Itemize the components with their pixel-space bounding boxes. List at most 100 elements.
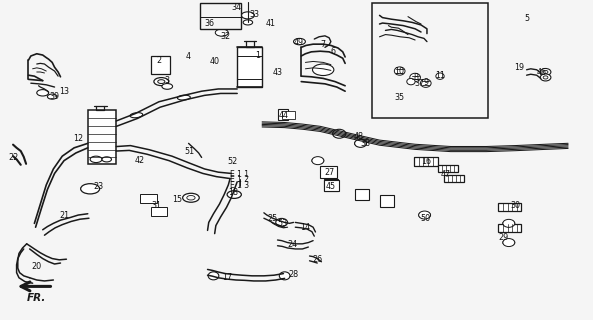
Ellipse shape	[130, 113, 143, 118]
Circle shape	[294, 38, 305, 45]
Text: E 1 3: E 1 3	[230, 181, 249, 190]
Text: 52: 52	[227, 157, 238, 166]
Text: 13: 13	[59, 87, 69, 96]
Text: 35: 35	[394, 93, 404, 102]
Text: 4: 4	[186, 52, 191, 60]
Text: 31: 31	[151, 201, 161, 210]
Ellipse shape	[81, 184, 100, 194]
Text: 50: 50	[420, 214, 431, 223]
Circle shape	[216, 29, 228, 36]
Bar	[355, 189, 369, 200]
Text: 9: 9	[424, 78, 429, 87]
Text: 36: 36	[205, 19, 214, 28]
Circle shape	[312, 157, 324, 164]
Ellipse shape	[419, 211, 431, 219]
Text: 25: 25	[267, 214, 278, 223]
Text: 7: 7	[321, 40, 326, 49]
Text: 40: 40	[210, 57, 219, 66]
Text: 48: 48	[354, 132, 364, 140]
Text: 32: 32	[221, 32, 231, 41]
Text: 29: 29	[498, 233, 509, 242]
Ellipse shape	[420, 79, 431, 87]
Text: E 1 1: E 1 1	[230, 170, 249, 179]
Ellipse shape	[543, 76, 548, 79]
Ellipse shape	[333, 129, 346, 138]
Ellipse shape	[394, 67, 405, 75]
Bar	[140, 194, 157, 203]
Bar	[278, 109, 288, 120]
Ellipse shape	[202, 19, 216, 28]
Circle shape	[102, 157, 111, 162]
Text: 12: 12	[73, 134, 84, 143]
Text: 53: 53	[278, 219, 288, 228]
Bar	[151, 207, 167, 216]
Text: 15: 15	[172, 195, 183, 204]
Text: 1: 1	[255, 51, 260, 60]
Text: 28: 28	[288, 270, 299, 279]
Ellipse shape	[540, 68, 551, 76]
Bar	[324, 179, 338, 191]
Text: 22: 22	[8, 153, 19, 162]
Bar	[498, 203, 521, 211]
Circle shape	[503, 239, 515, 246]
Text: 18: 18	[228, 188, 238, 197]
Circle shape	[241, 12, 254, 19]
Bar	[200, 3, 241, 29]
Ellipse shape	[540, 74, 551, 81]
Bar	[414, 157, 438, 166]
Text: 2: 2	[157, 56, 161, 65]
Text: 33: 33	[250, 10, 259, 19]
Bar	[372, 3, 488, 118]
Text: 47: 47	[441, 170, 451, 179]
Ellipse shape	[279, 272, 290, 280]
Circle shape	[355, 140, 366, 147]
Bar	[438, 165, 458, 172]
Ellipse shape	[276, 218, 288, 227]
Ellipse shape	[154, 78, 169, 86]
Text: 5: 5	[524, 14, 529, 23]
Bar	[320, 166, 337, 178]
Ellipse shape	[503, 239, 515, 247]
Bar	[498, 224, 521, 232]
Circle shape	[37, 90, 49, 96]
Ellipse shape	[355, 140, 366, 147]
Text: 11: 11	[435, 71, 445, 80]
Circle shape	[503, 220, 515, 227]
Text: 30: 30	[511, 201, 520, 210]
Text: 46: 46	[537, 68, 546, 77]
Ellipse shape	[183, 193, 199, 202]
Bar	[324, 180, 339, 191]
Ellipse shape	[215, 29, 228, 36]
Text: 44: 44	[279, 111, 289, 120]
Ellipse shape	[227, 191, 241, 198]
Ellipse shape	[177, 95, 190, 100]
Text: FR.: FR.	[27, 293, 46, 303]
Text: 38: 38	[361, 139, 371, 148]
Bar	[444, 175, 464, 182]
Circle shape	[333, 130, 346, 137]
Text: 45: 45	[325, 182, 336, 191]
Text: 8: 8	[413, 73, 418, 82]
Text: 19: 19	[514, 63, 525, 72]
Text: 39: 39	[49, 92, 60, 101]
Text: 37: 37	[414, 79, 425, 88]
Circle shape	[90, 156, 102, 163]
Text: 27: 27	[324, 168, 334, 177]
Circle shape	[419, 212, 431, 218]
Text: 16: 16	[422, 157, 431, 166]
Ellipse shape	[543, 70, 548, 74]
Text: 20: 20	[31, 262, 42, 271]
Text: 17: 17	[222, 273, 232, 282]
Bar	[88, 110, 116, 164]
Ellipse shape	[187, 196, 195, 200]
Text: 51: 51	[184, 147, 195, 156]
Text: 41: 41	[266, 19, 276, 28]
Bar	[380, 195, 394, 207]
Bar	[237, 47, 262, 87]
Ellipse shape	[158, 80, 165, 84]
Circle shape	[47, 94, 57, 99]
Text: 24: 24	[287, 240, 298, 249]
Circle shape	[162, 84, 173, 89]
Text: 23: 23	[93, 182, 104, 191]
Ellipse shape	[436, 73, 444, 79]
